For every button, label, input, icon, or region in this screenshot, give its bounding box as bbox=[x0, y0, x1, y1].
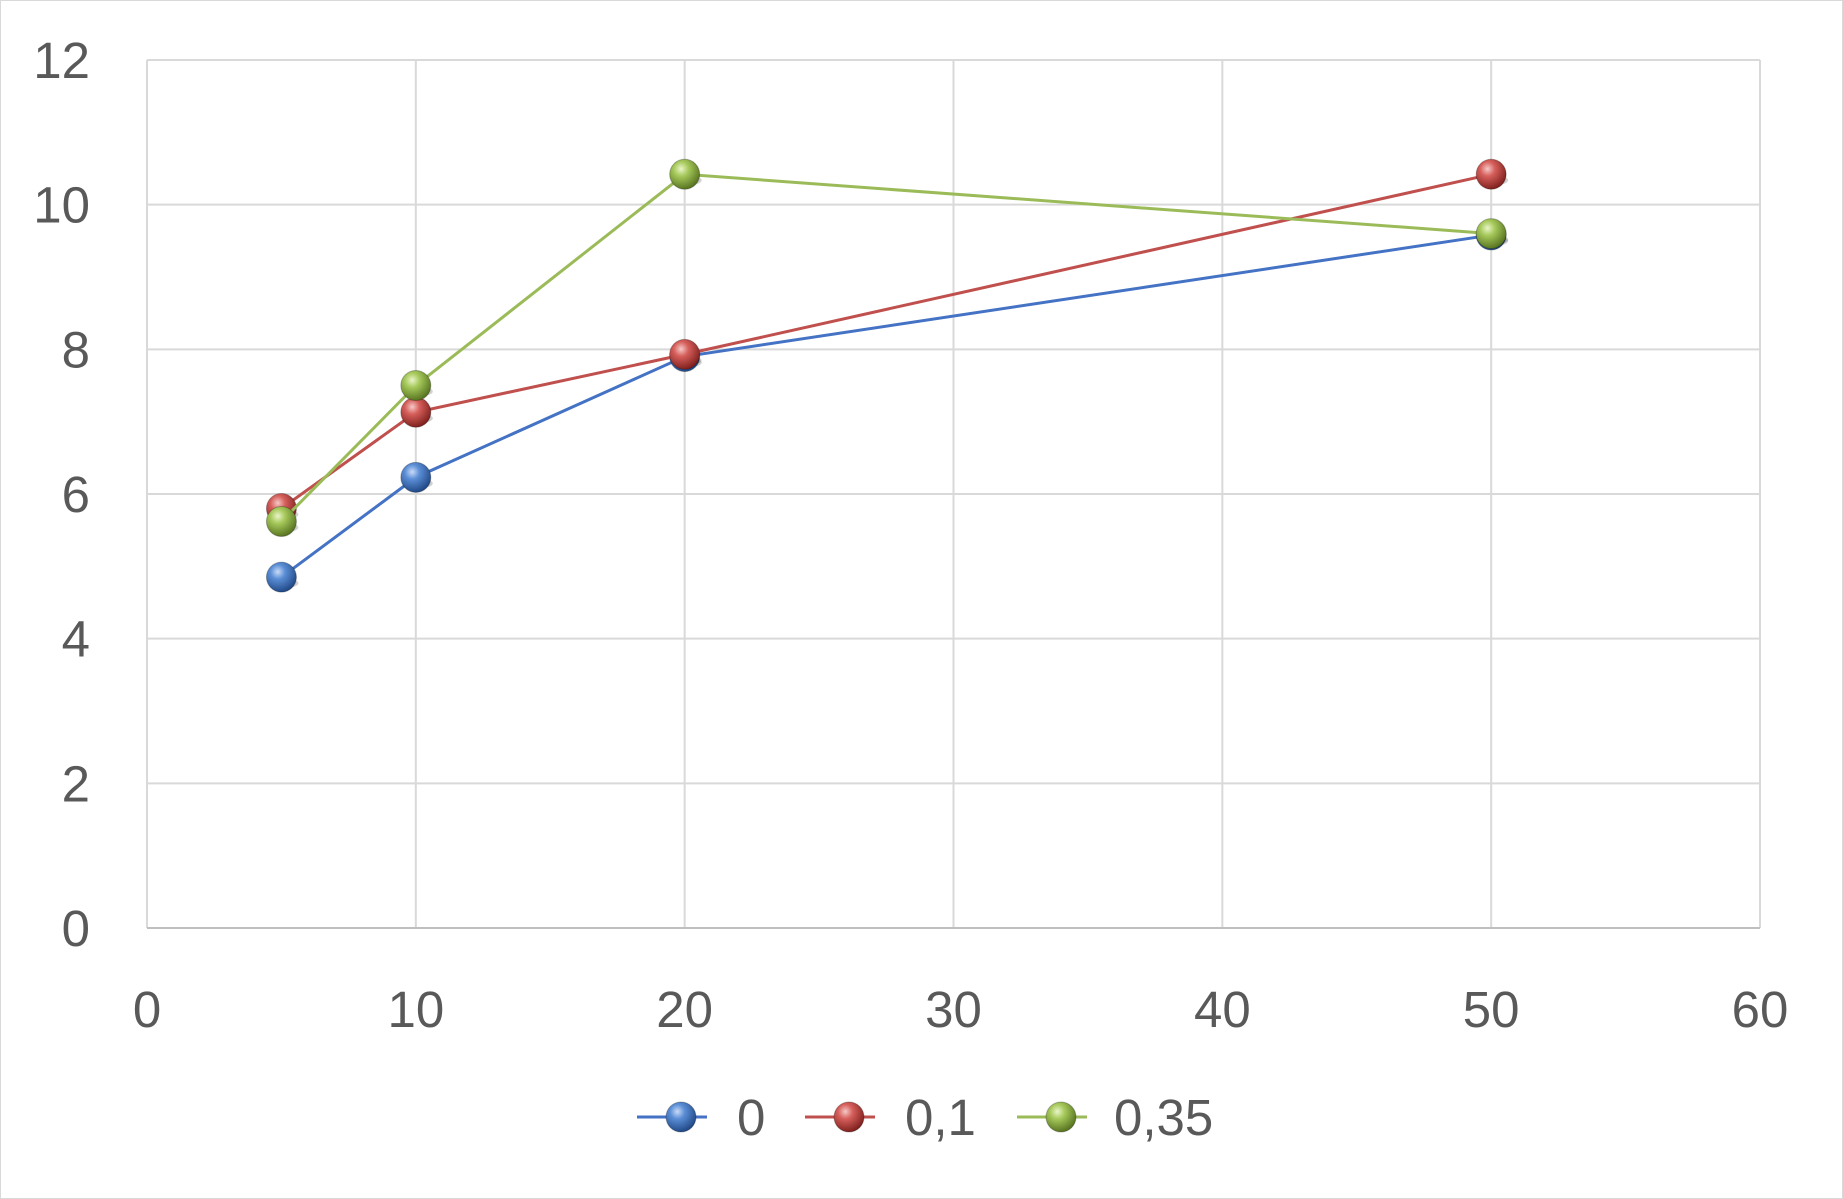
legend-item-1: 0,1 bbox=[805, 1089, 976, 1146]
data-point bbox=[400, 370, 432, 401]
data-point bbox=[669, 338, 701, 370]
x-tick-label: 50 bbox=[1463, 981, 1520, 1038]
data-point bbox=[1475, 158, 1507, 190]
data-point bbox=[669, 158, 701, 190]
legend-label: 0,1 bbox=[905, 1089, 976, 1146]
x-tick-label: 20 bbox=[656, 981, 713, 1038]
y-tick-label: 4 bbox=[62, 611, 90, 668]
series-line bbox=[280, 172, 1492, 510]
axes: 0 10 20 30 40 50 60 0 2 4 6 8 10 12 bbox=[33, 32, 1788, 1038]
series-line bbox=[280, 233, 1492, 579]
legend: 0 0,1 0,35 bbox=[637, 1089, 1213, 1146]
y-tick-label: 10 bbox=[33, 177, 90, 234]
legend-marker bbox=[665, 1101, 697, 1133]
y-tick-label: 12 bbox=[33, 32, 90, 89]
x-tick-label: 30 bbox=[925, 981, 982, 1038]
series-2 bbox=[265, 158, 1509, 537]
data-point bbox=[400, 396, 432, 428]
y-tick-label: 0 bbox=[62, 900, 90, 957]
data-point bbox=[265, 505, 297, 537]
legend-marker bbox=[833, 1101, 865, 1133]
y-tick-label: 6 bbox=[62, 466, 90, 523]
legend-label: 0,35 bbox=[1114, 1089, 1213, 1146]
y-tick-label: 2 bbox=[62, 755, 90, 812]
data-point bbox=[400, 461, 432, 493]
x-tick-label: 60 bbox=[1732, 981, 1789, 1038]
legend-marker bbox=[1045, 1101, 1077, 1133]
y-tick-label: 8 bbox=[62, 321, 90, 378]
data-point bbox=[265, 561, 297, 593]
series-0 bbox=[265, 219, 1509, 593]
x-tick-label: 0 bbox=[133, 981, 161, 1038]
legend-item-2: 0,35 bbox=[1017, 1089, 1213, 1146]
x-tick-label: 10 bbox=[387, 981, 444, 1038]
legend-item-0: 0 bbox=[637, 1089, 765, 1146]
gridlines bbox=[146, 59, 1761, 929]
x-tick-label: 40 bbox=[1194, 981, 1251, 1038]
data-point bbox=[1475, 218, 1507, 250]
series-1 bbox=[265, 158, 1509, 524]
series-layer bbox=[265, 158, 1509, 593]
legend-label: 0 bbox=[737, 1089, 765, 1146]
series-line bbox=[280, 172, 1492, 523]
